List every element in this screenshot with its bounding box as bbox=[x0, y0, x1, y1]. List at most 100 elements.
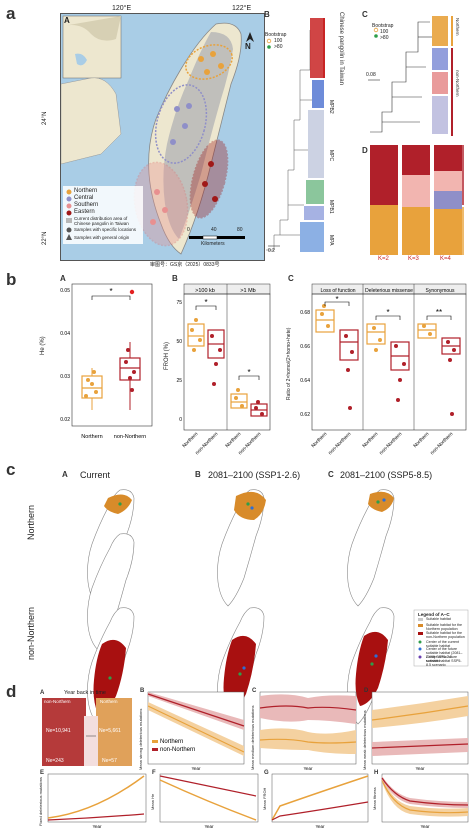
froh-ytick-3: 0 bbox=[179, 417, 182, 423]
d-g-ylabel: Mean FROH bbox=[262, 787, 267, 810]
c-row-nonnorthern: non-Northern bbox=[26, 606, 36, 660]
legend-central: Central bbox=[74, 195, 94, 201]
d-b-ylabel: Mean strong deleterious mutations bbox=[138, 708, 143, 770]
d-a-pop-northern: Northern bbox=[100, 699, 118, 704]
subtree-sub-label: C bbox=[362, 10, 368, 19]
panel-a-label: a bbox=[6, 4, 16, 23]
d-e-ylabel: Fixed deleterious mutations bbox=[38, 777, 43, 826]
plot-fixed-deleterious: Year bbox=[47, 773, 147, 829]
legend-specific: Samples with specific locations bbox=[74, 227, 137, 232]
c-legend-6: Center of the future suitable habitat SS… bbox=[426, 655, 462, 667]
c-col-b-sub: B bbox=[195, 470, 201, 479]
lon-label-122: 122°E bbox=[232, 5, 252, 12]
ratio-ytick-3: 0.62 bbox=[300, 412, 310, 418]
froh-box-nn2 bbox=[250, 400, 268, 417]
c-legend-3: Suitable habitat for the non-Northern po… bbox=[426, 631, 465, 639]
he-ytick-1: 0.04 bbox=[60, 331, 70, 337]
plot-mean-fitness: Year bbox=[381, 773, 469, 829]
he-box-nonnorthern bbox=[119, 289, 141, 410]
d-c-sub: C bbox=[252, 688, 257, 694]
d-a-ne-anc2: Ne=57 bbox=[102, 758, 117, 764]
tree-tips bbox=[300, 18, 324, 252]
north-label: N bbox=[245, 42, 251, 51]
plot-mean-he: Year bbox=[159, 773, 259, 829]
legend-northern: Northern bbox=[74, 188, 98, 194]
d-h-xlabel: Year bbox=[420, 824, 430, 829]
panel-b-label: b bbox=[6, 270, 17, 289]
c-legend-5: Center of the future suitable habitat (2… bbox=[426, 647, 463, 663]
k2-label: K=2 bbox=[378, 256, 389, 262]
scale-tick-80: 80 bbox=[237, 227, 243, 233]
ratio-ytick-1: 0.66 bbox=[300, 344, 310, 350]
map-sub-label: A bbox=[64, 16, 70, 25]
subtree-bootstrap-title: Bootstrap bbox=[372, 23, 394, 29]
lat-label-22: 22°N bbox=[42, 231, 48, 245]
clade-mpa: MPA bbox=[328, 235, 334, 246]
clade-mpb2: MPB2 bbox=[328, 100, 334, 114]
plot-medium-deleterious: Year bbox=[259, 691, 357, 771]
lon-label-120: 120°E bbox=[112, 5, 132, 12]
c-legend-4: Center of the current suitable habitat bbox=[426, 640, 459, 648]
ratio-header-lof: Loss of function bbox=[320, 288, 355, 294]
d-c-xlabel: Year bbox=[303, 766, 313, 771]
ratio-ytick-2: 0.64 bbox=[300, 378, 310, 384]
d-e-sub: E bbox=[40, 770, 45, 776]
admixture-k2 bbox=[370, 145, 398, 255]
d-a-title: Year back in time bbox=[64, 690, 106, 696]
d-e-xlabel: Year bbox=[92, 824, 102, 829]
ratio-header-missense: Deleterious missense bbox=[365, 288, 413, 294]
c-legend-2: Suitable habitat for the Northern popula… bbox=[426, 623, 462, 631]
froh-sig-2: * bbox=[247, 368, 250, 377]
bootstrap-title: Bootstrap bbox=[265, 32, 287, 38]
c-col-a-sub: A bbox=[62, 470, 68, 479]
b-a-sub: A bbox=[60, 274, 66, 283]
bootstrap-80: >80 bbox=[274, 44, 283, 50]
he-xlab-northern: Northern bbox=[81, 434, 102, 440]
map-north-ssp126 bbox=[217, 489, 266, 607]
d-g-sub: G bbox=[264, 770, 269, 776]
map-nonnorthern-ssp585 bbox=[347, 607, 395, 725]
he-ytick-2: 0.03 bbox=[60, 374, 70, 380]
map-north-current bbox=[87, 489, 135, 607]
sample-points bbox=[150, 51, 224, 225]
b-c-ylabel: Ratio of 2×homo/(2×homo+hete) bbox=[286, 327, 292, 400]
c-col-b-title: 2081–2100 (SSP1-2.6) bbox=[208, 470, 301, 480]
plot-weak-deleterious: Year bbox=[371, 691, 469, 771]
scale-tick-0: 0 bbox=[187, 227, 190, 233]
ratio-header-syn: Synonymous bbox=[426, 288, 455, 294]
demographic-model bbox=[42, 698, 132, 766]
c-row-northern: Northern bbox=[26, 504, 36, 540]
d-f-xlabel: Year bbox=[204, 824, 214, 829]
admixture-k3 bbox=[402, 145, 430, 255]
panel-c-label: c bbox=[6, 460, 16, 479]
legend-southern: Southern bbox=[74, 202, 99, 208]
froh-boxplot: >100 kb >1 Mb 75 50 25 0 * * Northern no… bbox=[176, 283, 271, 456]
subtree-group-nonnorthern: non-Northern bbox=[455, 70, 460, 97]
he-ytick-3: 0.02 bbox=[60, 417, 70, 423]
c-legend-1: Suitable habitat bbox=[426, 617, 451, 621]
he-ytick-0: 0.05 bbox=[60, 288, 70, 294]
d-a-sub: A bbox=[40, 690, 45, 696]
ratio-boxes bbox=[315, 304, 461, 416]
ratio-sig-1: * bbox=[335, 295, 338, 304]
d-a-pop-nonnorthern: non-Northern bbox=[44, 699, 71, 704]
k4-label: K=4 bbox=[440, 256, 451, 262]
map-approval: 审图号：GS京（2025）0833号 bbox=[150, 262, 220, 268]
legend-eastern: Eastern bbox=[74, 209, 95, 215]
he-sig: * bbox=[109, 287, 112, 296]
froh-box-nn1 bbox=[207, 329, 225, 386]
d-b-sub: B bbox=[140, 688, 145, 694]
taiwan-map bbox=[61, 15, 254, 255]
b-b-sub: B bbox=[172, 274, 178, 283]
ratio-xlab-4: Northern bbox=[412, 431, 430, 449]
he-boxplot: 0.05 0.04 0.03 0.02 * Northern non-North… bbox=[60, 283, 153, 440]
phylogeny-tree bbox=[266, 18, 325, 252]
legend-distribution: Current distribution area of Chinese pan… bbox=[74, 216, 129, 226]
c-col-c-title: 2081–2100 (SSP5-8.5) bbox=[340, 470, 433, 480]
d-a-ne-left: Ne=10,941 bbox=[46, 728, 71, 734]
froh-ytick-1: 50 bbox=[176, 339, 182, 345]
legend-northern-line: Northern bbox=[160, 739, 183, 745]
tree-side-title: Chinese pangolin in Taiwan bbox=[338, 12, 344, 85]
d-d-ylabel: Mean weak deleterious mutations bbox=[362, 710, 367, 770]
plot-strong-deleterious: Northern non-Northern Year bbox=[147, 691, 245, 771]
